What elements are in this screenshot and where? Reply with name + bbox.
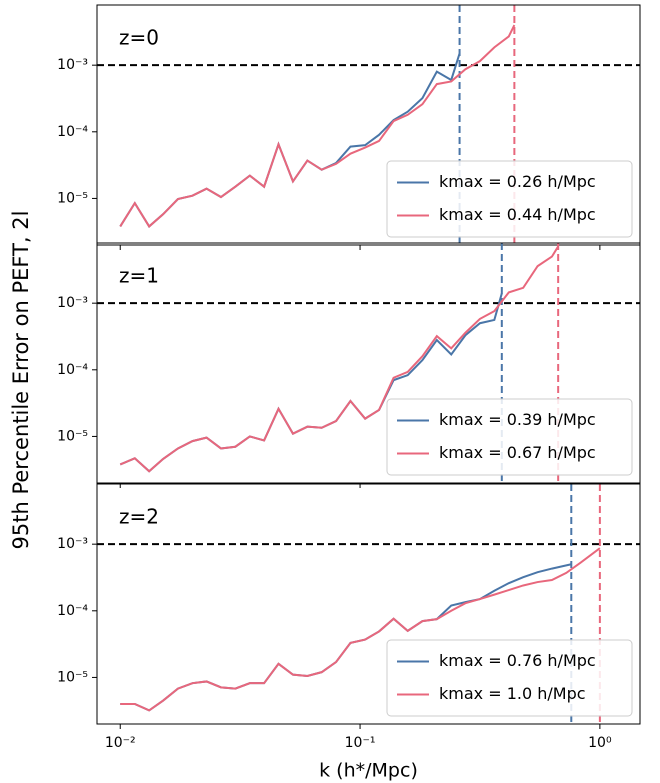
legend-label: kmax = 0.39 h/Mpc bbox=[439, 410, 596, 429]
legend-box bbox=[386, 639, 633, 717]
panel-label: z=2 bbox=[119, 505, 159, 529]
y-tick-label: 10⁻³ bbox=[57, 536, 88, 552]
legend-label: kmax = 1.0 h/Mpc bbox=[439, 684, 586, 703]
y-tick-label: 10⁻⁵ bbox=[57, 669, 88, 685]
x-axis-label: k (h*/Mpc) bbox=[319, 760, 418, 782]
x-tick-label: 10⁰ bbox=[588, 735, 612, 751]
x-tick-label: 10⁻¹ bbox=[345, 735, 376, 751]
axes-frame bbox=[96, 242, 641, 484]
series-line bbox=[120, 547, 601, 712]
y-tick-label: 10⁻³ bbox=[57, 295, 88, 311]
y-tick-label: 10⁻⁴ bbox=[57, 362, 88, 378]
y-tick-label: 10⁻⁴ bbox=[57, 603, 88, 619]
y-tick-label: 10⁻⁴ bbox=[57, 124, 88, 140]
legend-label: kmax = 0.67 h/Mpc bbox=[439, 443, 596, 462]
legend-label: kmax = 0.76 h/Mpc bbox=[439, 651, 596, 670]
series-line bbox=[119, 24, 516, 228]
y-tick-label: 10⁻³ bbox=[57, 57, 88, 73]
x-tick-label: 10⁻² bbox=[105, 735, 136, 751]
y-tick-label: 10⁻⁵ bbox=[57, 190, 88, 206]
legend-label: kmax = 0.44 h/Mpc bbox=[439, 205, 596, 224]
panel-label: z=1 bbox=[119, 264, 159, 288]
legend-label: kmax = 0.26 h/Mpc bbox=[439, 172, 596, 191]
panel-label: z=0 bbox=[119, 26, 159, 50]
y-axis-label: 95th Percentile Error on PEFT, 2l bbox=[9, 211, 33, 550]
y-tick-label: 10⁻⁵ bbox=[57, 428, 88, 444]
series-line bbox=[119, 245, 560, 473]
axes-frame bbox=[96, 4, 641, 246]
legend-box bbox=[386, 160, 633, 238]
legend-box bbox=[386, 398, 633, 476]
axes-frame bbox=[96, 483, 641, 725]
